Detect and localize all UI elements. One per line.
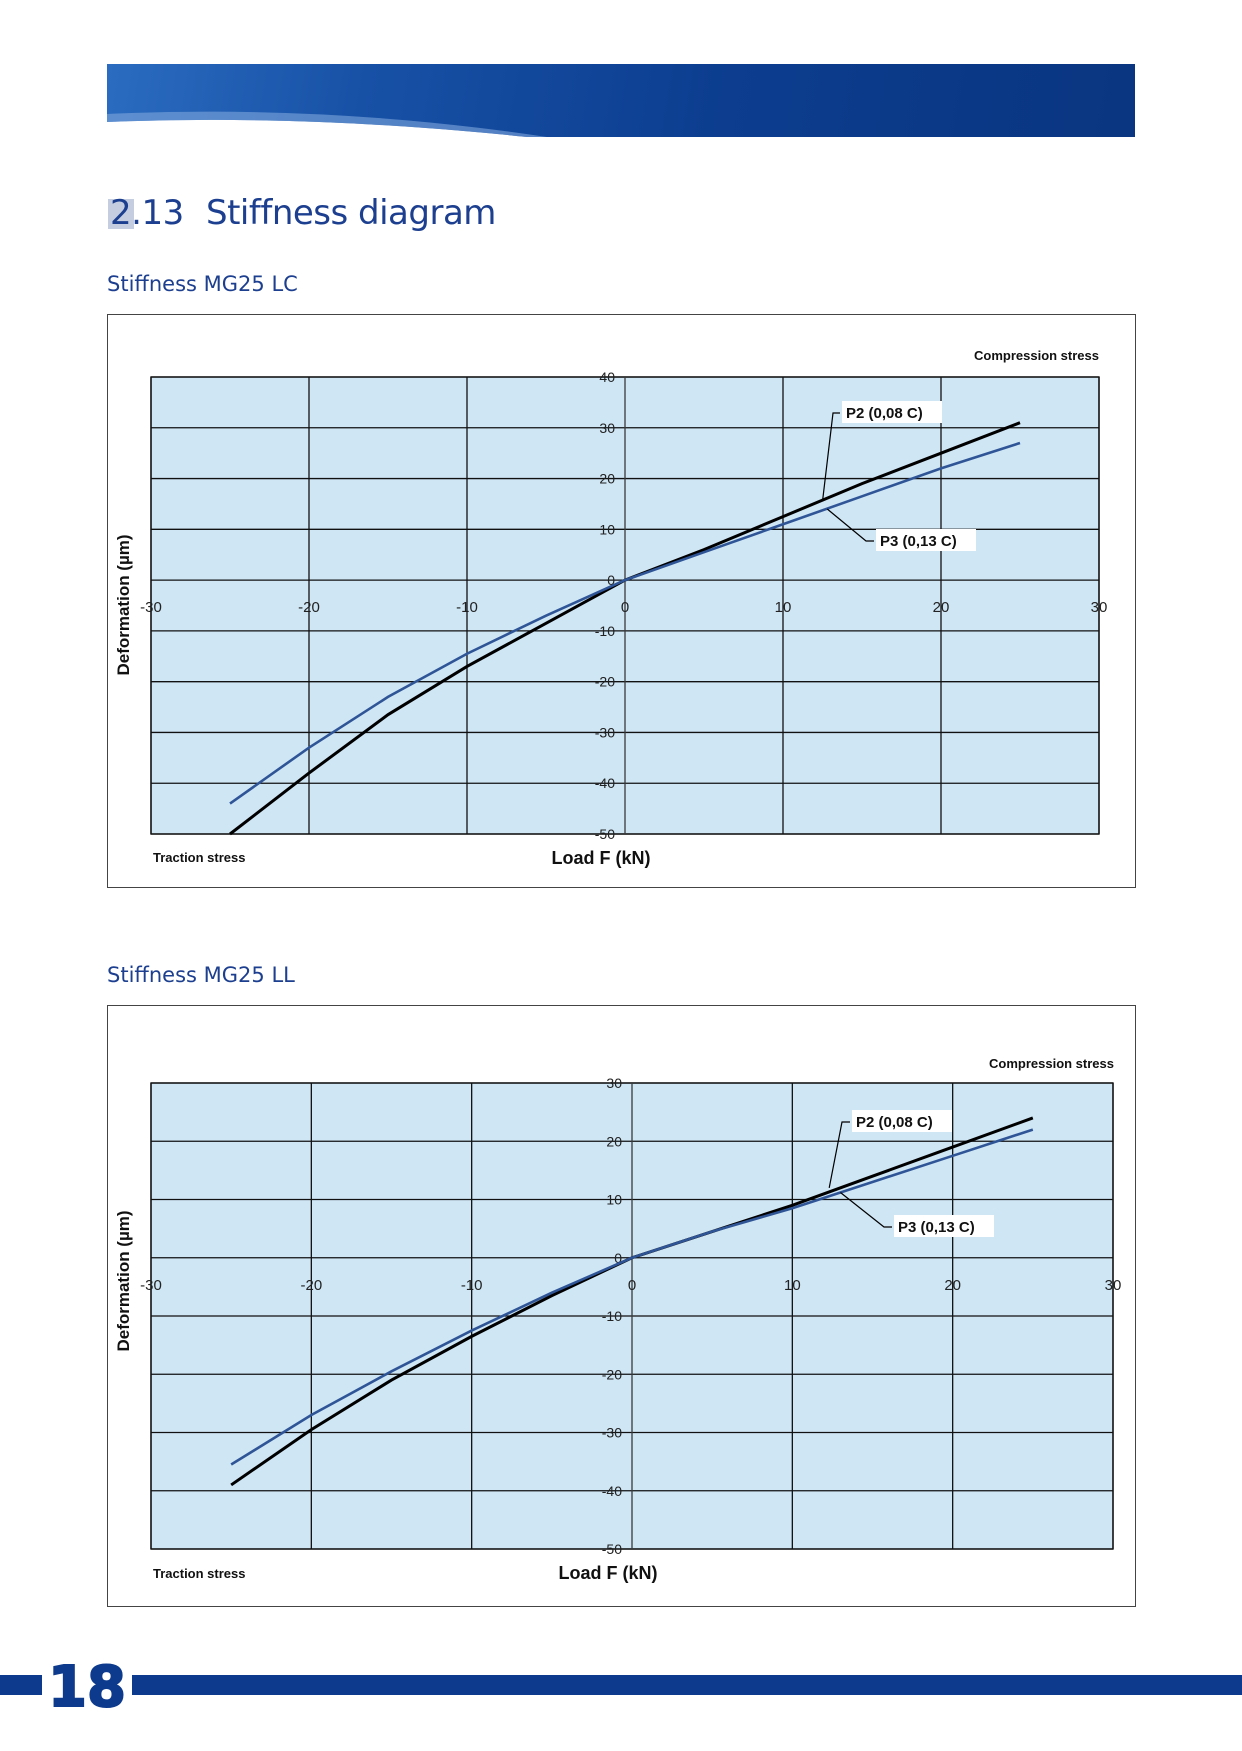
y-tick-label: 10: [606, 1192, 622, 1208]
series-label: P2 (0,08 C): [856, 1114, 933, 1131]
header-banner: [107, 64, 1135, 137]
traction-stress-label: Traction stress: [153, 850, 246, 865]
page-number: 18: [42, 1655, 132, 1721]
series-line-2: [229, 441, 1021, 805]
x-tick-label: -10: [461, 1277, 483, 1294]
y-tick-label: 20: [606, 1133, 622, 1149]
y-tick-label: 0: [614, 1250, 622, 1266]
x-tick-label: 0: [621, 599, 629, 616]
x-tick-label: 20: [944, 1277, 961, 1294]
x-tick-label: 10: [775, 599, 792, 616]
chart-1-subtitle: Stiffness MG25 LC: [107, 272, 298, 296]
y-tick-label: 30: [606, 1075, 622, 1091]
x-tick-label: -30: [140, 599, 162, 616]
x-tick-label: -20: [300, 1277, 322, 1294]
callout-leader: [826, 508, 874, 542]
y-tick-label: 40: [599, 369, 615, 385]
banner-wave: [107, 111, 547, 137]
callout-bg: [894, 1215, 994, 1237]
section-number: 2.13: [110, 193, 184, 233]
series-label: P3 (0,13 C): [898, 1219, 975, 1236]
callout-bg: [842, 401, 942, 423]
section-heading: Stiffness diagram: [206, 193, 496, 233]
y-tick-label: -50: [595, 826, 615, 842]
series-label: P2 (0,08 C): [846, 405, 923, 422]
x-tick-label: 0: [628, 1277, 636, 1294]
y-tick-label: -10: [595, 623, 615, 639]
x-axis-title: Load F (kN): [552, 848, 651, 868]
traction-stress-label: Traction stress: [153, 1566, 246, 1581]
series-label: P3 (0,13 C): [880, 533, 957, 550]
y-tick-label: -20: [595, 674, 615, 690]
series-line-2: [230, 1128, 1034, 1466]
x-axis-title: Load F (kN): [559, 1563, 658, 1583]
y-tick-label: 20: [599, 471, 615, 487]
y-tick-label: 10: [599, 521, 615, 537]
y-tick-label: -20: [602, 1366, 622, 1382]
compression-stress-label: Compression stress: [989, 1056, 1114, 1071]
chart-1: -30 -20 -10 0 10 20 30 40 30 20 10 0 -10 -20 -30 -40 -50…: [107, 314, 1136, 888]
y-tick-label: -40: [602, 1483, 622, 1499]
callout-bg: [852, 1110, 952, 1132]
y-tick-label: -30: [602, 1425, 622, 1441]
y-tick-label: -40: [595, 775, 615, 791]
callout-leader: [828, 1121, 850, 1188]
chart-2-subtitle: Stiffness MG25 LL: [107, 963, 295, 987]
x-tick-label: 20: [933, 599, 950, 616]
callout-bg: [876, 529, 976, 551]
chart-svg: -30 -20 -10 0 10 20 30 30 20 10 0 -10 -20 -30 -40 -50 P2…: [114, 1056, 1122, 1583]
callout-leader: [821, 412, 840, 502]
y-axis-title: Deformation (µm): [114, 1210, 133, 1351]
x-tick-label: 30: [1105, 1277, 1122, 1294]
chart-2: -30 -20 -10 0 10 20 30 30 20 10 0 -10 -20 -30 -40 -50 P2…: [107, 1005, 1136, 1607]
callout-leader: [840, 1192, 892, 1228]
y-tick-label: 0: [607, 572, 615, 588]
section-title: 2.13 Stiffness diagram: [110, 193, 496, 233]
y-tick-label: -50: [602, 1541, 622, 1557]
x-tick-label: 30: [1091, 599, 1108, 616]
x-tick-label: -30: [140, 1277, 162, 1294]
chart-svg: -30 -20 -10 0 10 20 30 40 30 20 10 0 -10 -20 -30 -40 -50…: [114, 348, 1108, 868]
compression-stress-label: Compression stress: [974, 348, 1099, 363]
y-tick-label: -30: [595, 724, 615, 740]
y-tick-label: -10: [602, 1308, 622, 1324]
x-tick-label: 10: [784, 1277, 801, 1294]
x-tick-label: -10: [456, 599, 478, 616]
footer-bar: [0, 1675, 1242, 1695]
y-tick-label: 30: [599, 420, 615, 436]
x-tick-label: -20: [298, 599, 320, 616]
y-axis-title: Deformation (µm): [114, 534, 133, 675]
